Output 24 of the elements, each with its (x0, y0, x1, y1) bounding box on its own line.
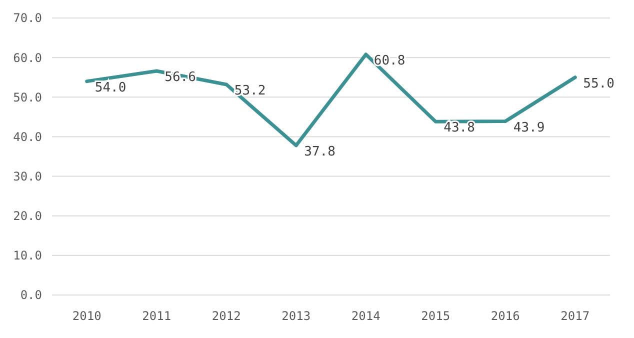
x-tick-label: 2014 (351, 309, 380, 323)
data-label: 60.8 (374, 53, 406, 68)
y-tick-label: 70.0 (13, 11, 42, 26)
x-tick-label: 2016 (490, 309, 520, 323)
line-series (85, 52, 577, 148)
data-label: 43.8 (444, 120, 475, 136)
data-label: 43.9 (513, 120, 545, 136)
x-tick-label: 2017 (560, 309, 590, 323)
y-tick-label: 40.0 (13, 130, 42, 144)
y-tick-label: 30.0 (13, 169, 42, 184)
x-tick-label: 2012 (212, 309, 241, 323)
x-tick-label: 2013 (282, 309, 311, 323)
x-tick-label: 2011 (142, 309, 172, 323)
x-tick-label: 2010 (72, 309, 102, 323)
data-label: 53.2 (234, 83, 266, 98)
y-tick-label: 20.0 (13, 209, 42, 224)
x-tick-label: 2015 (421, 309, 450, 323)
y-tick-label: 50.0 (13, 90, 42, 104)
y-tick-label: 0.0 (20, 288, 42, 302)
data-label: 54.0 (94, 80, 126, 96)
y-tick-label: 60.0 (13, 50, 42, 65)
y-tick-label: 10.0 (13, 248, 42, 263)
data-label: 55.0 (583, 76, 614, 92)
data-label: 37.8 (304, 144, 336, 160)
